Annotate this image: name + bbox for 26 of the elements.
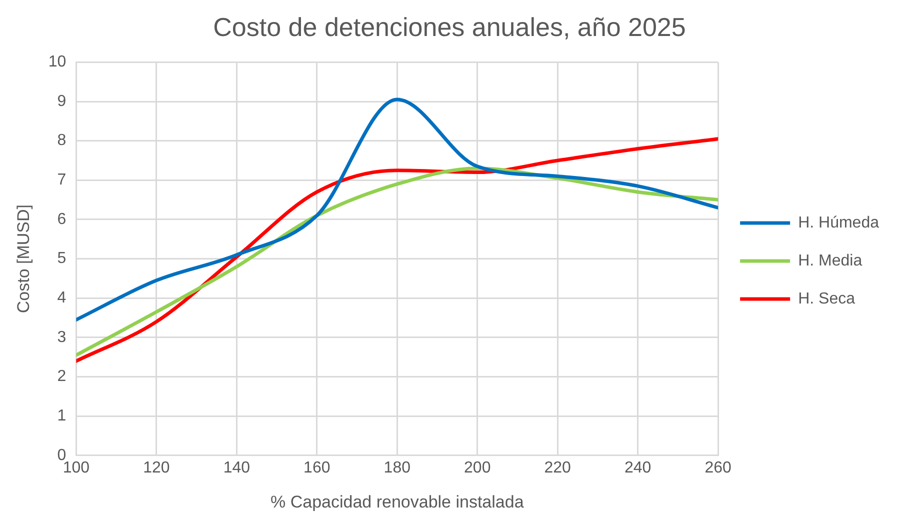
- legend-label: H. Media: [798, 252, 862, 270]
- y-tick-label: 10: [48, 54, 66, 71]
- x-tick-label: 240: [624, 459, 652, 476]
- y-tick-label: 9: [57, 92, 66, 110]
- x-tick-label: 220: [544, 459, 572, 476]
- x-tick-label: 140: [223, 459, 250, 476]
- y-axis-title: Costo [MUSD]: [14, 204, 33, 314]
- legend-label: H. Seca: [798, 290, 856, 308]
- y-tick-label: 8: [57, 132, 66, 150]
- line-series: [76, 98, 718, 322]
- x-tick-label: 100: [62, 459, 90, 476]
- x-tick-label: 160: [304, 459, 330, 476]
- chart-title: Costo de detenciones anuales, año 2025: [213, 12, 686, 42]
- x-axis-title: % Capacidad renovable instalada: [270, 492, 524, 512]
- y-tick-label: 6: [57, 210, 66, 228]
- y-tick-label: 7: [57, 172, 66, 189]
- x-tick-label: 260: [704, 459, 732, 476]
- legend-label: H. Húmeda: [798, 214, 880, 232]
- x-tick-label: 120: [143, 459, 170, 476]
- x-tick-label: 180: [384, 459, 411, 476]
- y-tick-label: 5: [57, 250, 66, 268]
- x-tick-label: 200: [464, 459, 491, 476]
- y-tick-label: 1: [57, 407, 66, 424]
- y-tick-label: 3: [57, 328, 66, 346]
- y-tick-label: 4: [57, 290, 66, 307]
- y-tick-label: 2: [57, 368, 66, 386]
